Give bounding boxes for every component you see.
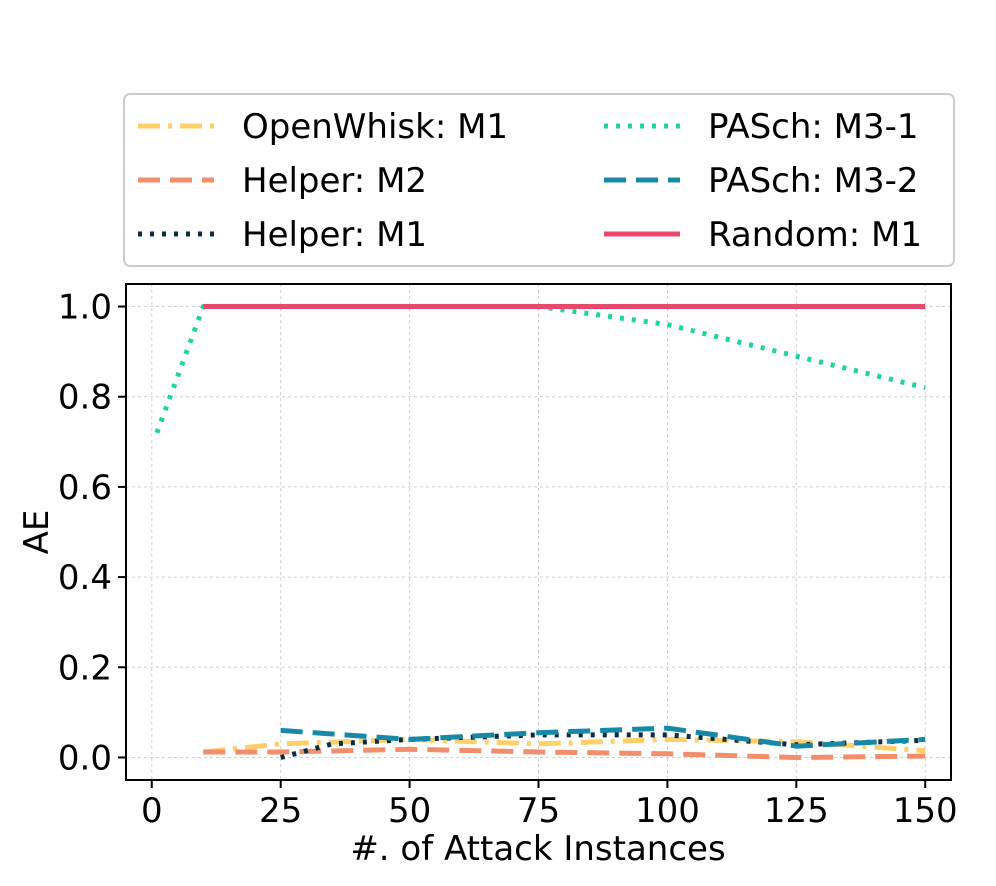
legend-item: PASch: M3-1 [604, 107, 919, 147]
legend-item: Random: M1 [604, 215, 922, 255]
y-axis-label: AE [17, 510, 57, 555]
y-tick-label: 1.0 [58, 288, 112, 328]
x-tick-label: 0 [141, 791, 163, 831]
series-line-helper-m2 [203, 746, 926, 760]
legend-label: PASch: M3-2 [708, 161, 919, 201]
x-tick-label: 100 [635, 791, 700, 831]
y-tick-label: 0.6 [58, 468, 112, 508]
legend-label: OpenWhisk: M1 [242, 107, 508, 147]
x-axis: 0 25 50 75 100 125 150 [141, 780, 958, 831]
x-tick-label: 75 [517, 791, 560, 831]
legend-label: Helper: M1 [242, 215, 427, 255]
y-tick-label: 0.8 [58, 378, 112, 418]
x-tick-label: 50 [388, 791, 431, 831]
grid [126, 284, 951, 780]
legend-label: Helper: M2 [242, 161, 427, 201]
legend-item: Helper: M1 [138, 215, 427, 255]
x-tick-label: 125 [764, 791, 829, 831]
series-line-pasch-m3-2 [280, 725, 926, 749]
y-axis: 0.0 0.2 0.4 0.6 0.8 1.0 [58, 288, 126, 778]
legend: OpenWhisk: M1 Helper: M2 Helper: M1 PASch: … [123, 93, 955, 267]
x-axis-label: #. of Attack Instances [350, 829, 725, 869]
y-tick-label: 0.2 [58, 648, 112, 688]
legend-item: PASch: M3-2 [604, 161, 919, 201]
x-tick-label: 25 [259, 791, 302, 831]
legend-frame [123, 93, 955, 267]
series-line-openwhisk-m1 [203, 736, 926, 755]
legend-label: Random: M1 [708, 215, 922, 255]
y-tick-label: 0.4 [58, 558, 112, 598]
x-tick-label: 150 [893, 791, 958, 831]
y-tick-label: 0.0 [58, 738, 112, 778]
series-layer [154, 304, 926, 760]
legend-item: Helper: M2 [138, 161, 427, 201]
legend-label: PASch: M3-1 [708, 107, 919, 147]
legend-item: OpenWhisk: M1 [138, 107, 508, 147]
series-line-pasch-m3-1 [154, 304, 926, 434]
